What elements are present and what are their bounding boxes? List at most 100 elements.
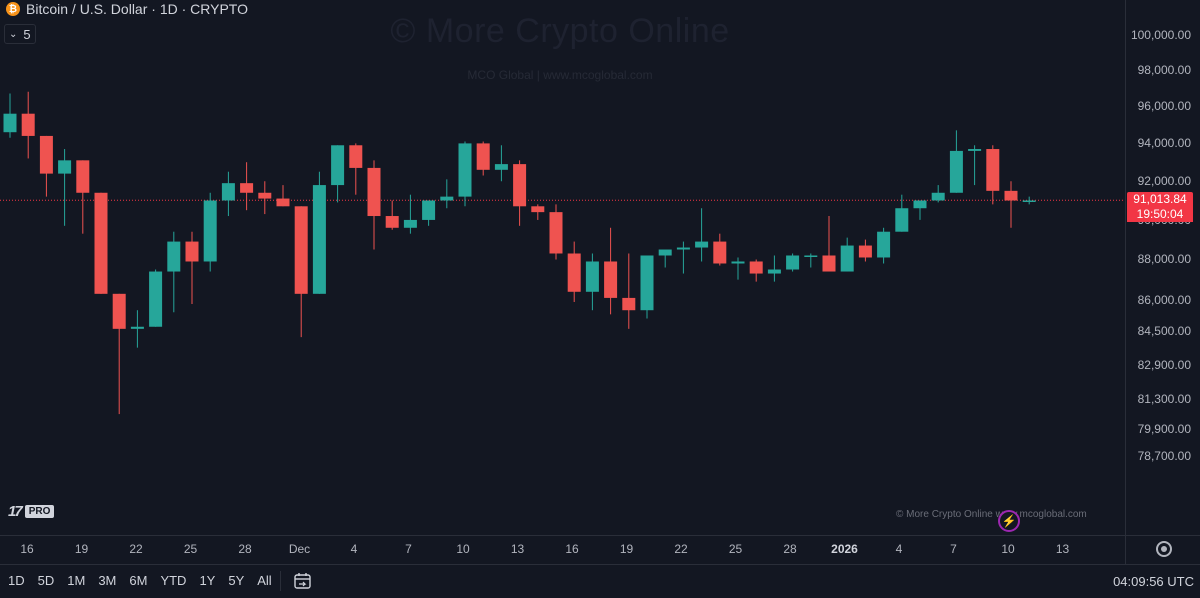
axis-corner bbox=[1125, 535, 1200, 564]
toolbar-divider bbox=[280, 571, 281, 591]
candle-body bbox=[877, 231, 891, 258]
candle bbox=[258, 181, 272, 215]
price-axis-label: 98,000.00 bbox=[1137, 63, 1191, 78]
candle-body bbox=[840, 245, 854, 272]
candle-body bbox=[549, 212, 563, 254]
candle-body bbox=[895, 208, 909, 232]
candle-body bbox=[713, 241, 727, 264]
candle bbox=[713, 233, 727, 266]
candle bbox=[331, 145, 345, 203]
candle-body bbox=[676, 247, 690, 250]
candle-body bbox=[658, 249, 672, 256]
candle-body bbox=[167, 241, 181, 272]
calendar-go-to-icon[interactable] bbox=[293, 572, 313, 590]
bar-countdown: 19:50:04 bbox=[1127, 207, 1193, 223]
candle-body bbox=[968, 149, 982, 151]
candle bbox=[949, 130, 963, 193]
range-button-1y[interactable]: 1Y bbox=[199, 573, 216, 588]
candle bbox=[76, 160, 90, 234]
pro-badge: PRO bbox=[24, 505, 55, 518]
candle-body bbox=[767, 269, 781, 274]
candle bbox=[276, 185, 290, 207]
candle bbox=[94, 192, 108, 294]
candle bbox=[185, 231, 199, 305]
tradingview-logo[interactable]: 17 PRO bbox=[8, 503, 55, 520]
time-axis-label: 19 bbox=[619, 542, 634, 556]
candle bbox=[294, 206, 308, 338]
price-axis[interactable]: 100,000.00 98,000.00 96,000.00 94,000.00 92,… bbox=[1125, 0, 1200, 535]
candle bbox=[931, 185, 945, 203]
candle bbox=[604, 227, 618, 315]
price-axis-label: 88,000.00 bbox=[1137, 252, 1191, 267]
candle bbox=[858, 239, 872, 262]
candle-body bbox=[112, 293, 126, 329]
time-axis[interactable]: 16 19 22 25 28 Dec 4 7 10 13 16 19 22 25 28 2026 4 7 10 13 bbox=[0, 535, 1125, 564]
candle bbox=[458, 141, 472, 207]
candle bbox=[767, 255, 781, 282]
candle-body bbox=[458, 143, 472, 197]
range-button-3m[interactable]: 3M bbox=[98, 573, 117, 588]
candle bbox=[567, 241, 581, 302]
bottom-toolbar: 1D 5D 1M 3M 6M YTD 1Y 5Y All 04:09:56 UTC bbox=[0, 564, 1200, 598]
candle bbox=[549, 204, 563, 260]
range-button-1d[interactable]: 1D bbox=[8, 573, 25, 588]
candle-body bbox=[640, 255, 654, 311]
candle bbox=[58, 149, 72, 226]
chart-pane[interactable]: © More Crypto Online MCO Global | www.mc… bbox=[0, 0, 1125, 535]
candle-body bbox=[276, 198, 290, 207]
price-axis-label: 94,000.00 bbox=[1137, 136, 1191, 151]
candle bbox=[367, 160, 381, 250]
range-button-6m[interactable]: 6M bbox=[129, 573, 148, 588]
symbol-title[interactable]: Bitcoin / U.S. Dollar · 1D · CRYPTO bbox=[26, 1, 248, 17]
lightning-bolt-icon[interactable]: ⚡ bbox=[998, 510, 1020, 532]
candle-body bbox=[786, 255, 800, 270]
candle-body bbox=[94, 192, 108, 294]
candle bbox=[786, 253, 800, 272]
watermark-bottom: © More Crypto Online www.mcoglobal.com bbox=[896, 509, 1087, 520]
candle bbox=[221, 171, 235, 217]
candle bbox=[167, 231, 181, 313]
candle bbox=[968, 145, 982, 186]
candle-body bbox=[39, 135, 53, 174]
candle-body bbox=[240, 183, 254, 193]
range-button-1m[interactable]: 1M bbox=[67, 573, 86, 588]
tradingview-mark-icon: 17 bbox=[8, 503, 23, 520]
candle bbox=[695, 208, 709, 262]
candle-body bbox=[913, 200, 927, 209]
indicators-toggle-button[interactable]: ⌄ 5 bbox=[4, 24, 36, 44]
settings-gear-icon[interactable] bbox=[1156, 541, 1172, 557]
candle-body bbox=[494, 164, 508, 170]
candle-body bbox=[258, 192, 272, 199]
candle bbox=[240, 162, 254, 211]
candle-body bbox=[385, 216, 399, 228]
price-axis-label: 96,000.00 bbox=[1137, 99, 1191, 114]
candle-body bbox=[695, 241, 709, 248]
bitcoin-logo-icon: ₿ bbox=[6, 2, 20, 16]
candle-body bbox=[949, 150, 963, 193]
candle bbox=[585, 253, 599, 311]
candle bbox=[640, 255, 654, 319]
candle-body bbox=[294, 206, 308, 294]
candle-body bbox=[422, 200, 436, 220]
candle-body bbox=[622, 297, 636, 311]
range-button-5y[interactable]: 5Y bbox=[228, 573, 245, 588]
time-axis-label: 19 bbox=[74, 542, 89, 556]
range-button-all[interactable]: All bbox=[257, 573, 272, 588]
candle-body bbox=[1004, 190, 1018, 201]
candle bbox=[840, 237, 854, 272]
chevron-down-icon: ⌄ bbox=[9, 28, 18, 40]
candle bbox=[422, 200, 436, 226]
candle bbox=[822, 216, 836, 272]
candlestick-chart[interactable] bbox=[0, 0, 1125, 535]
range-button-ytd[interactable]: YTD bbox=[160, 573, 187, 588]
candle bbox=[804, 253, 818, 268]
time-axis-label: 13 bbox=[1055, 542, 1070, 556]
date-range-buttons: 1D 5D 1M 3M 6M YTD 1Y 5Y All bbox=[8, 573, 272, 588]
candle-body bbox=[58, 160, 72, 174]
price-axis-label: 92,000.00 bbox=[1137, 174, 1191, 189]
candle bbox=[1004, 181, 1018, 228]
range-button-5d[interactable]: 5D bbox=[37, 573, 55, 588]
candle-body bbox=[731, 261, 745, 264]
utc-clock[interactable]: 04:09:56 UTC bbox=[1113, 574, 1194, 589]
candle-body bbox=[440, 196, 454, 201]
